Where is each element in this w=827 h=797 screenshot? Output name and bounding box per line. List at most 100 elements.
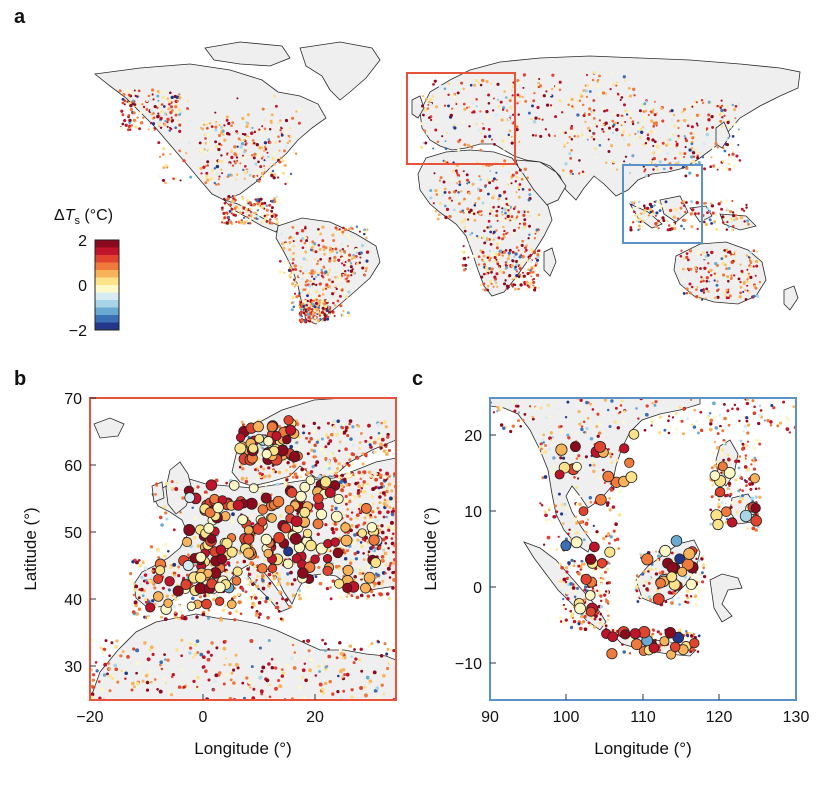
station-point xyxy=(734,478,738,482)
station-point xyxy=(360,432,363,435)
station-point xyxy=(148,669,152,673)
station-point xyxy=(615,84,618,87)
station-point xyxy=(424,141,428,145)
station-point xyxy=(302,431,306,435)
station-point xyxy=(158,515,163,520)
station-point xyxy=(473,83,477,87)
station-point xyxy=(725,138,729,142)
station-point xyxy=(260,669,264,673)
station-point xyxy=(211,168,214,172)
station-point xyxy=(301,461,306,466)
station-point xyxy=(254,581,257,584)
station-point xyxy=(643,216,647,219)
station-point xyxy=(561,169,565,172)
station-point xyxy=(491,196,495,200)
station-point xyxy=(351,496,355,500)
station-point xyxy=(239,139,242,142)
station-point xyxy=(549,548,552,551)
station-point xyxy=(617,490,622,494)
station-point xyxy=(583,614,587,619)
station-point xyxy=(709,202,713,205)
station-point xyxy=(655,112,658,115)
station-point xyxy=(497,205,500,209)
station-point xyxy=(534,116,538,120)
station-point xyxy=(706,289,710,293)
station-point xyxy=(663,167,666,171)
station-point xyxy=(124,677,127,680)
station-point xyxy=(543,510,547,514)
station-point xyxy=(386,435,390,439)
station-point xyxy=(279,617,283,621)
station-point xyxy=(717,202,721,206)
station-point xyxy=(583,627,588,632)
station-point xyxy=(724,263,727,267)
station-point xyxy=(266,616,270,620)
station-point xyxy=(268,127,272,131)
station-point xyxy=(615,81,619,84)
station-point xyxy=(532,280,536,284)
station-point xyxy=(608,126,611,130)
station-point xyxy=(155,605,159,609)
station-point xyxy=(599,572,603,577)
station-point xyxy=(592,71,596,75)
station-point xyxy=(350,688,354,692)
station-point xyxy=(586,138,589,141)
station-point xyxy=(236,666,240,670)
station-point xyxy=(651,151,655,155)
station-point xyxy=(313,443,317,448)
station-point xyxy=(656,168,659,172)
station-point xyxy=(710,204,715,208)
station-point xyxy=(725,228,729,231)
station-point xyxy=(588,90,592,93)
station-point xyxy=(241,423,245,427)
station-point xyxy=(363,571,376,584)
station-point xyxy=(468,266,472,269)
station-point xyxy=(487,93,491,97)
station-point xyxy=(277,158,280,162)
station-point xyxy=(160,110,163,113)
station-point xyxy=(486,269,490,273)
station-point xyxy=(523,280,527,284)
station-point xyxy=(321,691,326,695)
station-point xyxy=(571,586,576,590)
station-point xyxy=(224,639,227,643)
station-point xyxy=(119,126,123,130)
station-point xyxy=(251,597,255,600)
station-point xyxy=(226,561,231,566)
station-point xyxy=(306,299,309,303)
station-point xyxy=(372,440,377,445)
station-point xyxy=(584,530,588,534)
station-point xyxy=(551,470,555,474)
station-point xyxy=(528,209,531,212)
panel-b-ytick-70: 70 xyxy=(64,391,82,408)
station-point xyxy=(346,476,349,480)
station-point xyxy=(654,400,658,404)
station-point xyxy=(359,490,363,493)
station-point xyxy=(230,149,234,152)
station-point xyxy=(601,468,605,472)
station-point xyxy=(462,268,467,272)
station-point xyxy=(350,257,354,260)
station-point xyxy=(695,201,699,205)
station-point xyxy=(575,502,580,507)
station-point xyxy=(523,250,527,253)
station-point xyxy=(381,579,385,583)
station-point xyxy=(615,128,619,132)
station-point xyxy=(584,89,588,93)
station-point xyxy=(654,550,658,553)
station-point xyxy=(561,586,564,589)
station-point xyxy=(594,147,598,150)
station-point xyxy=(642,115,646,119)
station-point xyxy=(365,250,370,254)
station-point xyxy=(539,502,542,505)
station-point xyxy=(362,480,366,484)
station-point xyxy=(392,507,395,510)
station-point xyxy=(505,197,508,200)
station-point xyxy=(289,135,292,138)
station-point xyxy=(652,629,656,632)
station-point xyxy=(318,314,322,317)
station-point xyxy=(562,456,566,460)
station-point xyxy=(317,231,321,234)
station-point xyxy=(365,259,369,263)
station-point xyxy=(592,138,596,141)
